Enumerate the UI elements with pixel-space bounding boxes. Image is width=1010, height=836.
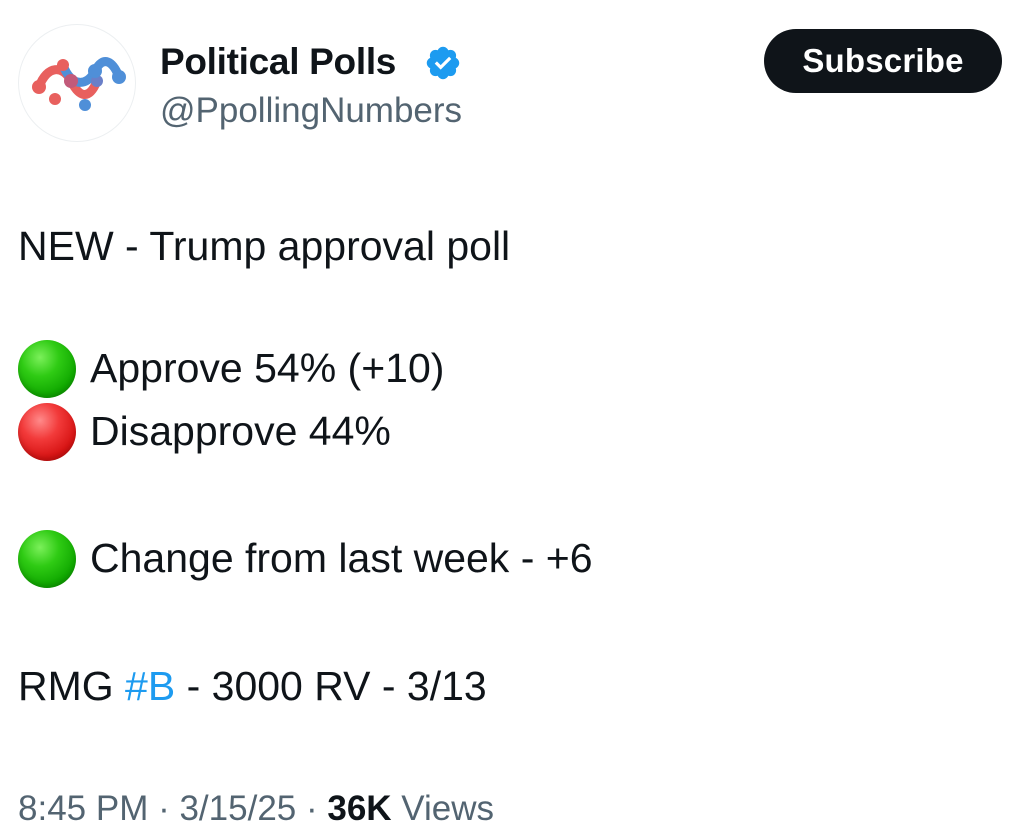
red-circle-icon (18, 403, 76, 461)
change-text: Change from last week - +6 (90, 535, 593, 581)
account-handle[interactable]: @PpollingNumbers (160, 91, 463, 130)
meta-separator: · (296, 789, 328, 828)
subscribe-button[interactable]: Subscribe (764, 29, 1002, 93)
source-suffix: - 3000 RV - 3/13 (175, 663, 487, 709)
avatar[interactable] (18, 24, 136, 142)
tweet-meta: 8:45 PM · 3/15/25 · 36K Views (18, 786, 494, 832)
verified-badge-icon[interactable] (424, 44, 462, 82)
hashtag-link[interactable]: #B (125, 663, 176, 709)
political-polls-logo-icon (32, 57, 126, 111)
display-name[interactable]: Political Polls (160, 41, 397, 82)
source-prefix: RMG (18, 663, 126, 709)
disapprove-text: Disapprove 44% (90, 408, 391, 454)
views-label: Views (391, 789, 495, 828)
meta-separator: · (148, 789, 180, 828)
green-circle-icon (18, 340, 76, 398)
tweet-header: Political Polls @PpollingNumbers Subscri… (0, 0, 1010, 160)
approve-text: Approve 54% (+10) (90, 345, 445, 391)
green-circle-icon (18, 530, 76, 588)
tweet-time[interactable]: 8:45 PM (18, 789, 149, 828)
tweet-headline: NEW - Trump approval poll (18, 223, 511, 269)
poll-source: RMG #B - 3000 RV - 3/13 (18, 660, 487, 712)
views-count[interactable]: 36K (327, 789, 392, 828)
tweet-date[interactable]: 3/15/25 (179, 789, 297, 828)
